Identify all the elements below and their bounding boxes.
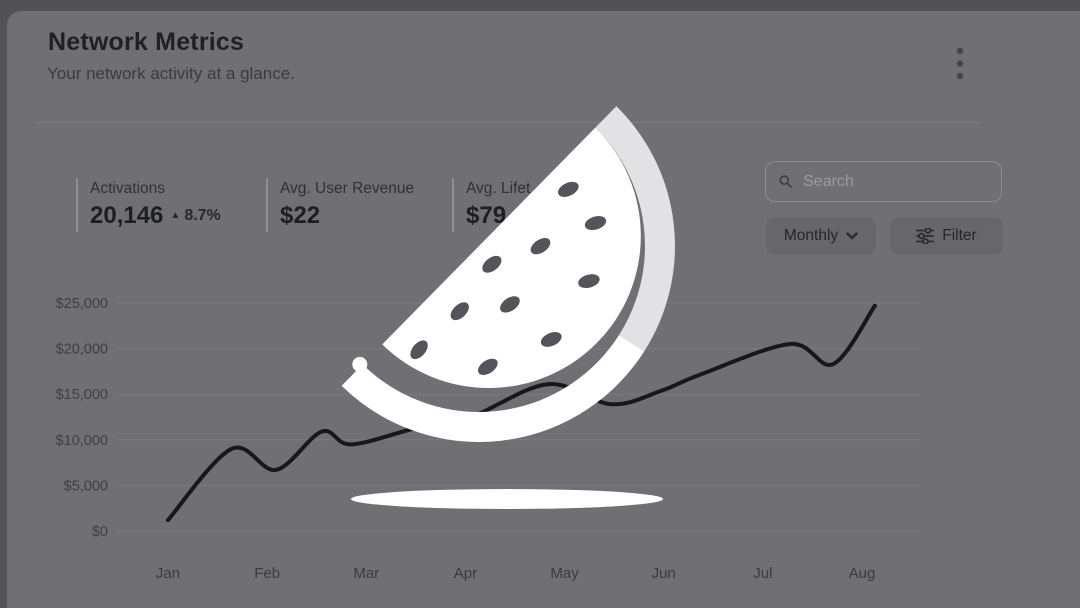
stat-avg-user-revenue: Avg. User Revenue $22 — [266, 178, 414, 232]
filter-button-label: Filter — [942, 227, 977, 244]
stat-label: Activations — [90, 180, 165, 197]
stat-avg-lifetime: Avg. Lifet $79 — [452, 178, 530, 232]
chevron-down-icon — [846, 232, 858, 240]
stat-delta: ▲ 8.7% — [170, 207, 221, 224]
period-selector-button[interactable]: Monthly — [766, 217, 876, 255]
dashboard-card — [7, 11, 1080, 608]
stat-value: $79 — [466, 202, 507, 229]
more-options-button[interactable] — [948, 42, 972, 86]
page-subtitle: Your network activity at a glance. — [47, 64, 295, 83]
stat-label: Avg. User Revenue — [280, 180, 415, 197]
header-divider — [36, 122, 980, 123]
delta-up-icon: ▲ — [170, 210, 181, 221]
period-selector-label: Monthly — [783, 227, 839, 244]
sliders-icon — [916, 228, 935, 244]
search-icon — [779, 175, 792, 188]
search-input[interactable] — [801, 171, 988, 192]
stat-value: $22 — [280, 202, 321, 229]
kebab-menu-icon — [956, 47, 964, 80]
page-title: Network Metrics — [48, 28, 245, 56]
stat-label: Avg. Lifet — [466, 180, 531, 197]
stat-value: 20,146 — [90, 202, 164, 229]
stat-activations: Activations 20,146 ▲ 8.7% — [76, 178, 221, 232]
search-field[interactable] — [765, 161, 1002, 202]
filter-button[interactable]: Filter — [890, 217, 1003, 255]
